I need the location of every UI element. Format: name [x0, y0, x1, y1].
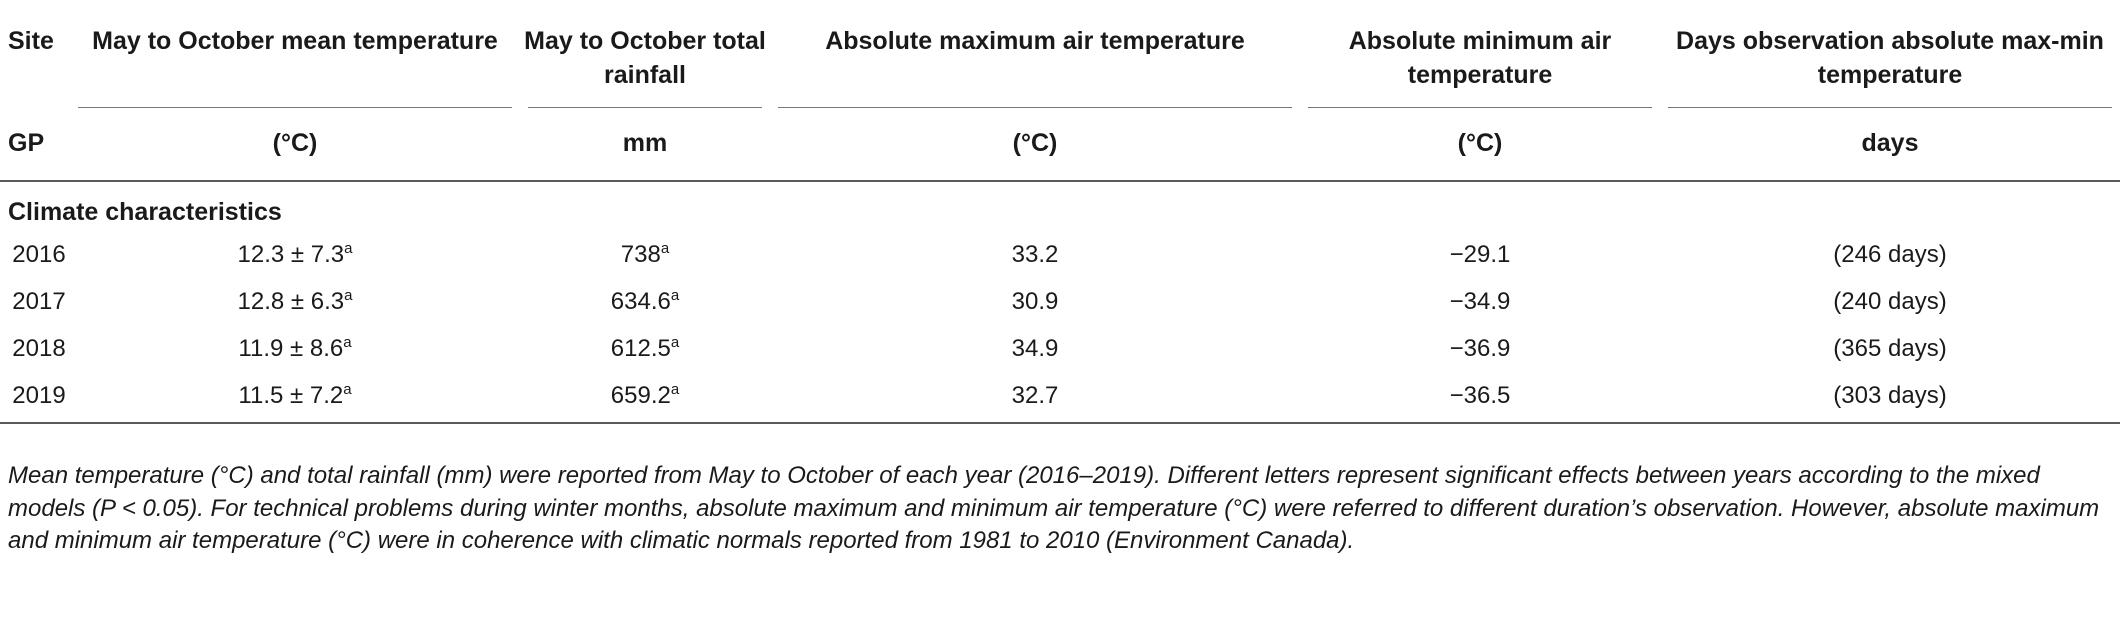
col-header-site: Site [8, 27, 54, 55]
climate-table: Site May to October mean temperature May… [0, 0, 2120, 424]
significance-letter: a [670, 334, 680, 351]
cell-rainfall: 738a [620, 240, 670, 268]
cell-days: (246 days) [1833, 241, 1947, 268]
cell-abs-max: 30.9 [1011, 288, 1059, 315]
unit-header-site: GP [0, 108, 70, 182]
significance-letter: a [343, 381, 352, 398]
significance-letter: a [670, 287, 680, 304]
significance-letter: a [660, 240, 670, 257]
unit-header-abs-min-temp: (°C) [1300, 108, 1660, 182]
cell-abs-max: 33.2 [1011, 241, 1059, 268]
cell-abs-max: 34.9 [1011, 335, 1059, 362]
cell-abs-max: 32.7 [770, 373, 1300, 424]
col-header-days-observation: Days observation absolute max-min temper… [1660, 0, 2120, 108]
cell-mean-temp: 11.9 ± 8.6a [238, 334, 352, 362]
table-row: 2016 12.3 ± 7.3a 738a 33.2 −29.1 (246 da… [0, 232, 2120, 279]
cell-rainfall: 612.5a [610, 334, 680, 362]
cell-abs-min: −36.5 [1300, 373, 1660, 424]
cell-site: 2019 [0, 373, 70, 424]
cell-mean-temp: 11.5 ± 7.2a [70, 373, 520, 424]
significance-letter: a [344, 240, 353, 257]
cell-rainfall: 659.2a [520, 373, 770, 424]
significance-letter: a [344, 287, 353, 304]
col-header-abs-min-temp: Absolute minimum air temperature [1300, 0, 1660, 108]
cell-site: 2016 [12, 241, 66, 268]
table-row: 2017 12.8 ± 6.3a 634.6a 30.9 −34.9 (240 … [0, 279, 2120, 326]
cell-site: 2017 [12, 288, 66, 315]
unit-header-abs-max-temp: (°C) [770, 108, 1300, 182]
cell-mean-temp: 12.8 ± 6.3a [237, 287, 353, 315]
cell-days: (303 days) [1660, 373, 2120, 424]
cell-rainfall: 634.6a [610, 287, 680, 315]
significance-letter: a [343, 334, 352, 351]
cell-site: 2018 [12, 335, 66, 362]
unit-header-total-rainfall: mm [520, 108, 770, 182]
cell-days: (365 days) [1833, 335, 1947, 362]
climate-table-container: Site May to October mean temperature May… [0, 0, 2120, 424]
unit-header-days-observation: days [1660, 108, 2120, 182]
cell-mean-temp: 12.3 ± 7.3a [237, 240, 353, 268]
table-row: 2018 11.9 ± 8.6a 612.5a 34.9 −36.9 (365 … [0, 326, 2120, 373]
table-footnote: Mean temperature (°C) and total rainfall… [8, 462, 2100, 554]
table-row: 2019 11.5 ± 7.2a 659.2a 32.7 −36.5 (303 … [0, 373, 2120, 424]
unit-header-mean-temperature: (°C) [70, 108, 520, 182]
cell-abs-min: −29.1 [1449, 241, 1511, 268]
col-header-total-rainfall: May to October total rainfall [520, 0, 770, 108]
section-label-climate: Climate characteristics [8, 198, 282, 226]
section-row: Climate characteristics [0, 182, 2120, 232]
cell-abs-min: −36.9 [1449, 335, 1511, 362]
col-header-mean-temperature: May to October mean temperature [70, 0, 520, 108]
col-header-abs-max-temp: Absolute maximum air temperature [770, 0, 1300, 108]
header-row-units: GP (°C) mm (°C) (°C) days [0, 108, 2120, 182]
cell-abs-min: −34.9 [1449, 288, 1511, 315]
cell-days: (240 days) [1833, 288, 1947, 315]
header-row-primary: Site May to October mean temperature May… [0, 0, 2120, 108]
significance-letter: a [670, 381, 680, 398]
